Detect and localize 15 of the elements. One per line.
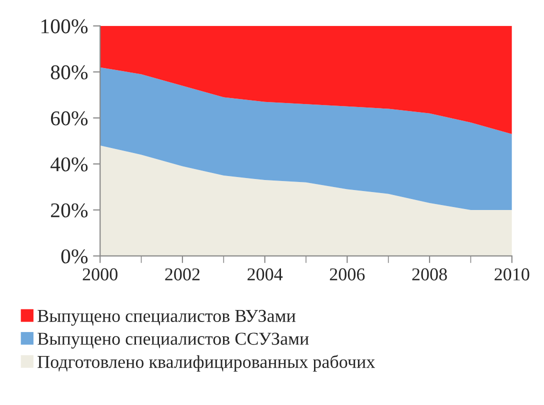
legend-label: Подготовлено квалифицированных рабочих [38,354,375,372]
y-tick-label: 0% [61,249,88,264]
x-tick-label: 2008 [412,268,447,280]
x-tick-label: 2000 [82,268,118,280]
y-tick-label: 20% [51,203,88,218]
x-tick-label: 2002 [165,268,200,280]
x-tick-label: 2010 [494,268,530,280]
y-tick-label: 60% [51,111,88,126]
legend-label: Выпущено специалистов ССУЗами [38,332,309,349]
x-tick-label: 2006 [330,268,365,280]
x-tick-label: 2004 [248,268,283,280]
y-tick-label: 40% [50,157,88,172]
legend-label: Выпущено специалистов ВУЗами [38,310,296,326]
y-tick-label: 100% [42,19,88,34]
y-tick-label: 80% [50,65,88,80]
